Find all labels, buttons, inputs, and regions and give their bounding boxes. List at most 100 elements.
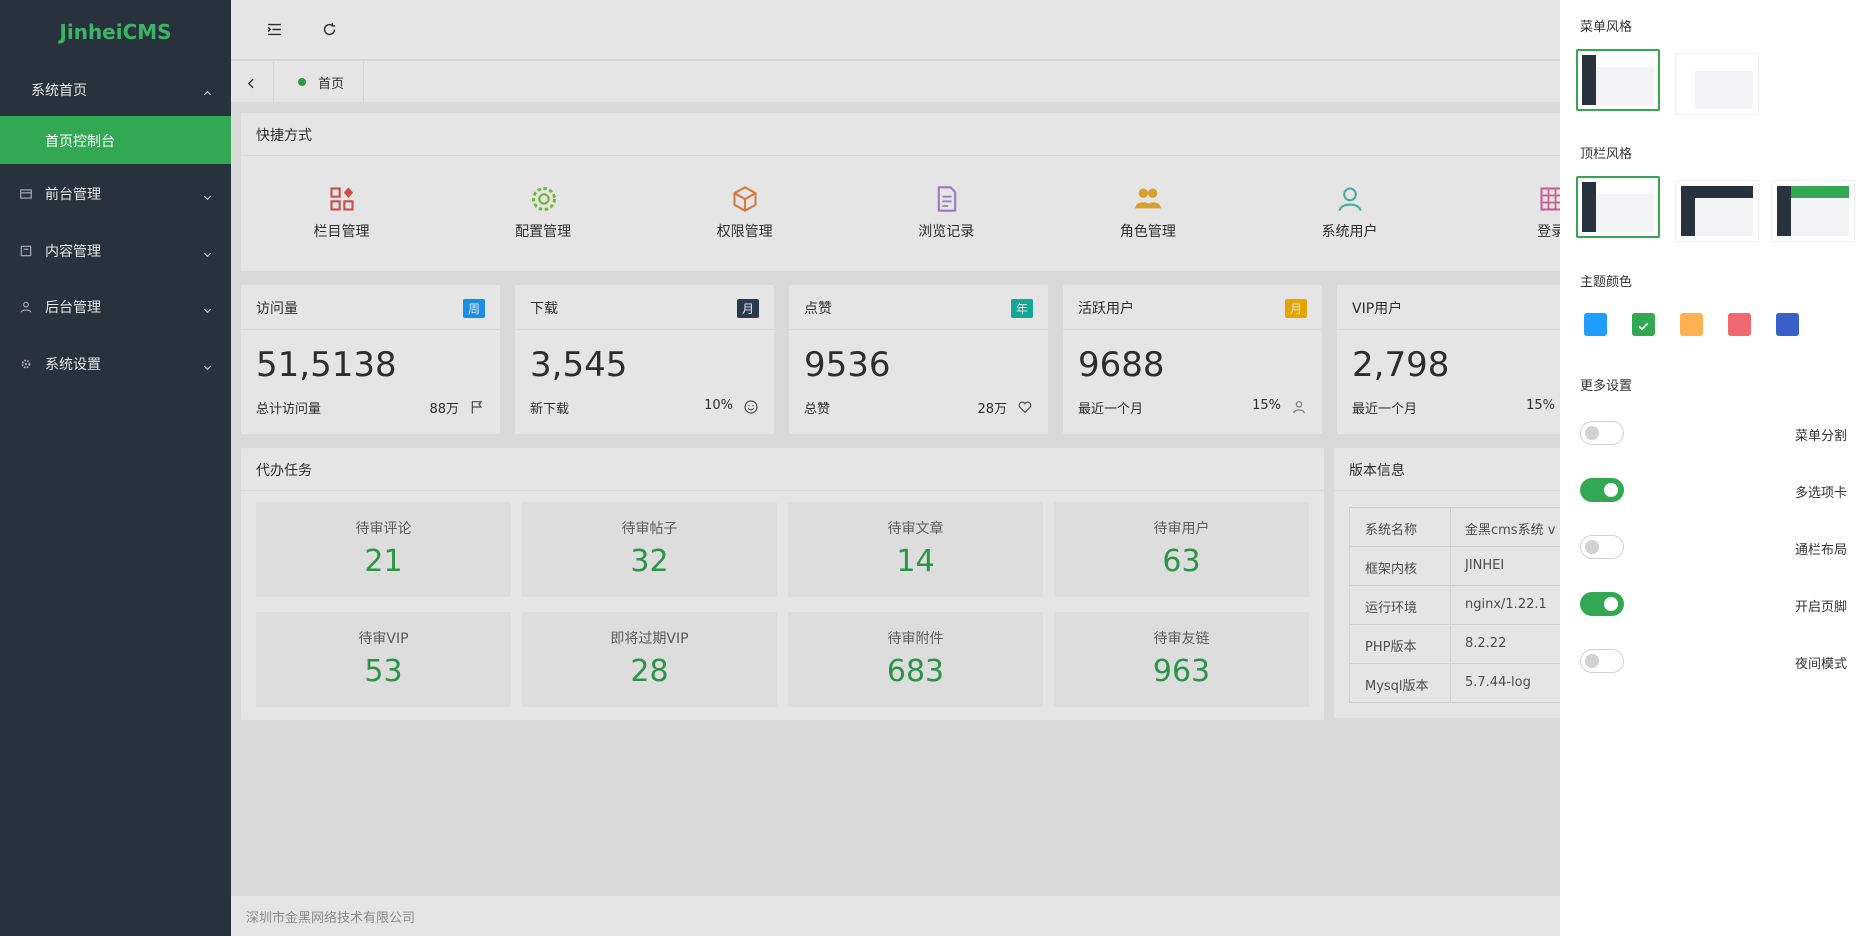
- task-value: 14: [896, 544, 935, 579]
- shortcut[interactable]: 浏览记录: [846, 165, 1047, 265]
- toggle[interactable]: [1580, 421, 1624, 445]
- menu-toggle-svg: [267, 23, 281, 36]
- style-block: [1582, 55, 1596, 105]
- toggle-knob: [1604, 483, 1618, 497]
- style-block: [1681, 59, 1695, 109]
- task-item[interactable]: 待审用户 63: [1054, 502, 1309, 597]
- section-title: 主题颜色: [1580, 275, 1633, 290]
- stat-note: 总赞: [804, 402, 831, 417]
- stat-title: VIP用户: [1352, 301, 1403, 317]
- shortcut[interactable]: 配置管理: [443, 165, 644, 265]
- toggle[interactable]: [1580, 535, 1624, 559]
- menu-item[interactable]: 系统首页: [0, 70, 231, 108]
- section-title: 顶栏风格: [1580, 147, 1633, 162]
- shortcut-label: 权限管理: [716, 224, 773, 240]
- shortcut-label: 栏目管理: [313, 224, 370, 240]
- version-value: JINHEI: [1465, 558, 1505, 573]
- style-option[interactable]: [1675, 180, 1759, 242]
- menu-icon: [19, 299, 33, 313]
- version-key: 运行环境: [1365, 601, 1418, 616]
- task-label: 待审友链: [1153, 631, 1210, 647]
- task-item[interactable]: 即将过期VIP 28: [522, 612, 777, 707]
- task-item[interactable]: 待审附件 683: [788, 612, 1043, 707]
- style-block: [1777, 186, 1849, 198]
- theme-color[interactable]: [1776, 313, 1799, 336]
- toggle[interactable]: [1580, 478, 1624, 502]
- shortcut-label: 浏览记录: [918, 224, 975, 240]
- brand: JinheiCMS: [59, 20, 172, 44]
- theme-color[interactable]: [1680, 313, 1703, 336]
- style-preview: [1681, 59, 1753, 109]
- toggle[interactable]: [1580, 592, 1624, 616]
- task-label: 即将过期VIP: [610, 631, 689, 647]
- stat-extra: 15%: [1526, 398, 1555, 413]
- menu-arrow-svg: [203, 365, 212, 370]
- toggle-knob: [1585, 654, 1599, 668]
- version-value: nginx/1.22.1: [1465, 597, 1547, 612]
- stat-extra: 88万: [429, 402, 459, 417]
- shortcut-icon-svg: [937, 186, 957, 212]
- style-option[interactable]: [1576, 176, 1660, 238]
- shortcut-icon: [1134, 185, 1162, 213]
- shortcut[interactable]: 系统用户: [1249, 165, 1450, 265]
- stat-extra: 28万: [977, 402, 1007, 417]
- menu-icon-svg: [20, 245, 32, 256]
- menu-icon: [19, 356, 33, 370]
- task-item[interactable]: 待审友链 963: [1054, 612, 1309, 707]
- style-block: [1681, 186, 1753, 198]
- theme-color[interactable]: [1584, 313, 1607, 336]
- style-block: [1681, 186, 1695, 236]
- stat-value: 9536: [804, 345, 891, 385]
- stat-extra: 15%: [1252, 398, 1281, 413]
- shortcut[interactable]: 栏目管理: [241, 165, 442, 265]
- submenu-label: 首页控制台: [45, 134, 115, 150]
- theme-color[interactable]: [1632, 313, 1655, 336]
- footer-text: 深圳市金黑网络技术有限公司: [246, 911, 416, 926]
- version-key: 框架内核: [1365, 562, 1418, 577]
- task-item[interactable]: 待审VIP 53: [256, 612, 511, 707]
- toggle[interactable]: [1580, 649, 1624, 673]
- stat-icon-svg: [1293, 401, 1305, 414]
- shortcut-label: 配置管理: [515, 224, 572, 240]
- menu-icon: [19, 186, 33, 200]
- task-label: 待审帖子: [621, 521, 678, 537]
- menu-item[interactable]: 系统设置: [0, 344, 231, 382]
- style-option[interactable]: [1576, 49, 1660, 111]
- task-item[interactable]: 待审帖子 32: [522, 502, 777, 597]
- stat-value: 2,798: [1352, 345, 1450, 385]
- stat-note: 最近一个月: [1078, 402, 1144, 417]
- card-divider: [1063, 329, 1322, 330]
- task-value: 53: [364, 654, 403, 689]
- card-divider: [241, 155, 1861, 156]
- toggle-label: 夜间模式: [1794, 657, 1847, 672]
- task-item[interactable]: 待审评论 21: [256, 502, 511, 597]
- menu-item[interactable]: 内容管理: [0, 231, 231, 269]
- menu-item[interactable]: 后台管理: [0, 287, 231, 325]
- menu-icon-svg: [20, 189, 32, 199]
- theme-color[interactable]: [1728, 313, 1751, 336]
- overlay[interactable]: [231, 0, 1560, 936]
- shortcut[interactable]: 权限管理: [644, 165, 845, 265]
- style-option[interactable]: [1675, 53, 1759, 115]
- menu-icon: [19, 243, 33, 257]
- style-option[interactable]: [1771, 180, 1855, 242]
- style-block: [1582, 182, 1596, 232]
- submenu-item[interactable]: 首页控制台: [0, 116, 231, 164]
- tab[interactable]: 首页: [274, 61, 364, 102]
- stat-note: 新下载: [530, 402, 570, 417]
- menu-item[interactable]: 前台管理: [0, 174, 231, 212]
- tab-dot: [298, 78, 306, 86]
- card-title: 代办任务: [256, 463, 312, 479]
- stat-icon-svg: [1018, 401, 1032, 414]
- task-item[interactable]: 待审文章 14: [788, 502, 1043, 597]
- task-label: 待审用户: [1153, 521, 1210, 537]
- shortcut[interactable]: 登录: [1451, 165, 1652, 265]
- shortcut[interactable]: 角色管理: [1047, 165, 1248, 265]
- tab-label: 首页: [318, 77, 345, 92]
- version-divider: [1450, 625, 1451, 664]
- menu-arrow-svg: [203, 308, 212, 314]
- stat-extra: 10%: [704, 398, 733, 413]
- stat-icon: [469, 399, 485, 415]
- task-value: 28: [630, 654, 669, 689]
